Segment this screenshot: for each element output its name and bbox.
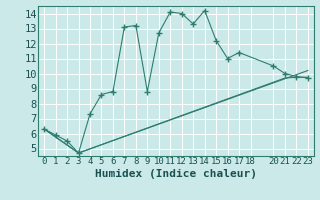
X-axis label: Humidex (Indice chaleur): Humidex (Indice chaleur) bbox=[95, 169, 257, 179]
